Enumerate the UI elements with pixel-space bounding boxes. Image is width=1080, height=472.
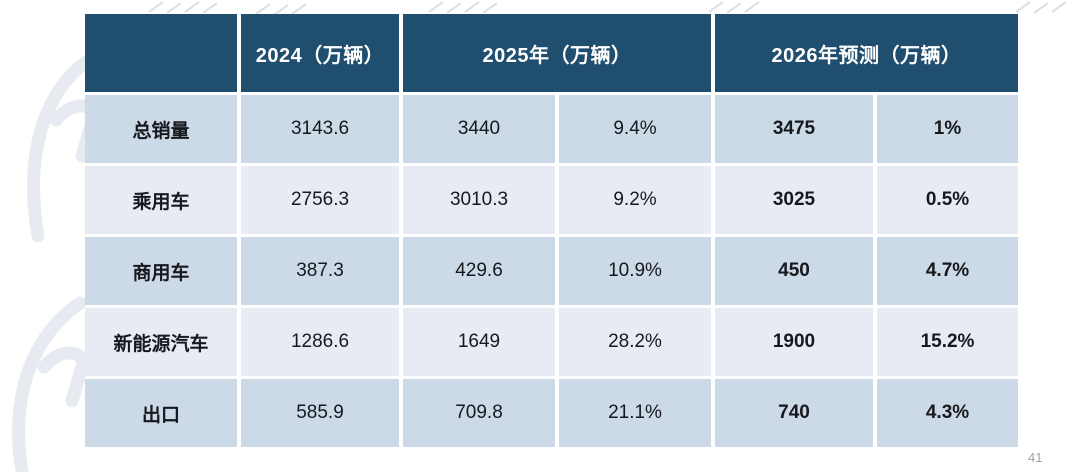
value-2026: 450	[715, 237, 873, 305]
growth-2025: 9.4%	[559, 95, 711, 163]
row-label: 总销量	[85, 95, 237, 163]
row-label: 新能源汽车	[85, 308, 237, 376]
growth-2026: 15.2%	[877, 308, 1018, 376]
value-2024: 387.3	[241, 237, 399, 305]
table-header-2025: 2025年（万辆）	[403, 14, 711, 92]
value-2025: 3440	[403, 95, 555, 163]
table-header-2026-forecast: 2026年预测（万辆）	[715, 14, 1018, 92]
row-label: 乘用车	[85, 166, 237, 234]
value-2024: 585.9	[241, 379, 399, 447]
forecast-table: 2024（万辆） 2025年（万辆） 2026年预测（万辆） 总销量 3143.…	[85, 14, 1018, 447]
value-2024: 2756.3	[241, 166, 399, 234]
value-2026: 1900	[715, 308, 873, 376]
value-2025: 429.6	[403, 237, 555, 305]
row-label: 出口	[85, 379, 237, 447]
growth-2025: 9.2%	[559, 166, 711, 234]
growth-2026: 4.7%	[877, 237, 1018, 305]
table-header-corner	[85, 14, 237, 92]
growth-2026: 1%	[877, 95, 1018, 163]
growth-2026: 4.3%	[877, 379, 1018, 447]
value-2024: 3143.6	[241, 95, 399, 163]
table-header-2024: 2024（万辆）	[241, 14, 399, 92]
growth-2025: 10.9%	[559, 237, 711, 305]
value-2026: 3475	[715, 95, 873, 163]
growth-2025: 21.1%	[559, 379, 711, 447]
growth-2026: 0.5%	[877, 166, 1018, 234]
value-2024: 1286.6	[241, 308, 399, 376]
page-number: 41	[1028, 450, 1043, 465]
value-2025: 3010.3	[403, 166, 555, 234]
row-label: 商用车	[85, 237, 237, 305]
value-2025: 1649	[403, 308, 555, 376]
growth-2025: 28.2%	[559, 308, 711, 376]
watermark-fragment	[1015, 1, 1067, 14]
value-2026: 740	[715, 379, 873, 447]
value-2025: 709.8	[403, 379, 555, 447]
value-2026: 3025	[715, 166, 873, 234]
